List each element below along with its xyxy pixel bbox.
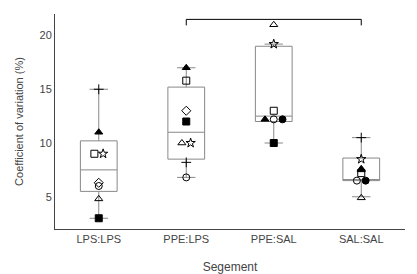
svg-text:20: 20	[40, 29, 52, 41]
svg-text:Segement: Segement	[203, 260, 258, 274]
svg-text:SAL:SAL: SAL:SAL	[339, 233, 384, 245]
svg-text:10: 10	[40, 137, 52, 149]
svg-text:LPS:LPS: LPS:LPS	[76, 233, 121, 245]
svg-text:PPE:SAL: PPE:SAL	[251, 233, 297, 245]
svg-text:PPE:LPS: PPE:LPS	[163, 233, 209, 245]
svg-text:5: 5	[46, 191, 52, 203]
svg-text:Coefficient of variation (%): Coefficient of variation (%)	[13, 57, 25, 186]
svg-text:15: 15	[40, 83, 52, 95]
